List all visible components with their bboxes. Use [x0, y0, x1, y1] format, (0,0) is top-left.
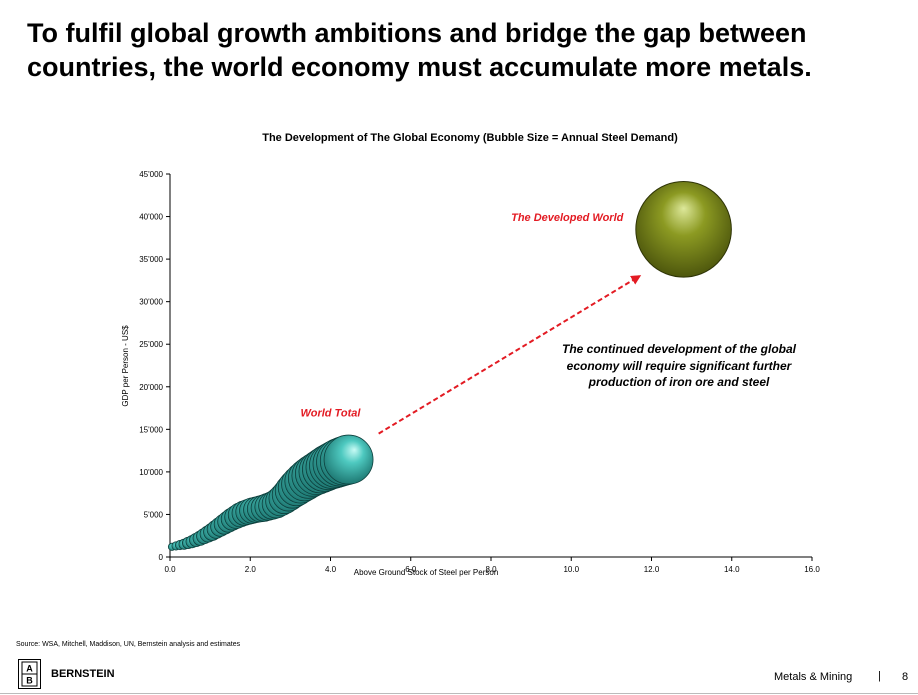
y-tick-label: 0 — [159, 553, 164, 562]
x-tick-label: 8.0 — [485, 565, 497, 574]
page-number: 8 — [902, 671, 909, 683]
growth-arrow — [378, 275, 642, 435]
y-tick-label: 15'000 — [139, 425, 163, 434]
developed-world-bubble — [635, 181, 732, 278]
x-tick-label: 16.0 — [804, 565, 820, 574]
y-tick-label: 40'000 — [139, 213, 163, 222]
y-axis-title: GDP per Person - US$ — [121, 325, 130, 407]
headline: To fulfil global growth ambitions and br… — [27, 18, 812, 82]
bubble-chart: 0 5'000 10'000 15'000 20'000 25'000 30'000 35'0… — [121, 170, 820, 577]
chart-title: The Development of The Global Economy (B… — [262, 132, 678, 144]
section-name: Metals & Mining — [774, 671, 853, 683]
brand-name: BERNSTEIN — [51, 668, 115, 680]
x-tick-label: 14.0 — [724, 565, 740, 574]
x-tick-label: 0.0 — [164, 565, 176, 574]
y-tick-label: 30'000 — [139, 298, 163, 307]
world-bubble — [323, 434, 374, 485]
annotation-note: The continued development of the global … — [561, 342, 796, 389]
footer-separator: | — [878, 670, 881, 682]
x-tick-label: 6.0 — [405, 565, 417, 574]
x-tick-label: 2.0 — [245, 565, 257, 574]
y-tick-label: 25'000 — [139, 340, 163, 349]
y-tick-label: 10'000 — [139, 468, 163, 477]
developed-world-label: The Developed World — [511, 212, 624, 224]
x-tick-label: 12.0 — [644, 565, 660, 574]
y-tick-label: 45'000 — [139, 170, 163, 179]
y-tick-label: 20'000 — [139, 383, 163, 392]
bernstein-logo-icon: A B — [18, 659, 41, 689]
x-tick-label: 10.0 — [563, 565, 579, 574]
y-tick-label: 5'000 — [144, 510, 164, 519]
footer-divider — [0, 693, 918, 694]
source-note: Source: WSA, Mitchell, Maddison, UN, Ber… — [16, 641, 241, 648]
y-tick-label: 35'000 — [139, 255, 163, 264]
logo-letter-b: B — [26, 676, 33, 686]
logo-letter-a: A — [26, 664, 33, 674]
x-tick-label: 4.0 — [325, 565, 337, 574]
x-axis-title: Above Ground Stock of Steel per Person — [354, 568, 499, 577]
world-total-label: World Total — [301, 408, 362, 420]
